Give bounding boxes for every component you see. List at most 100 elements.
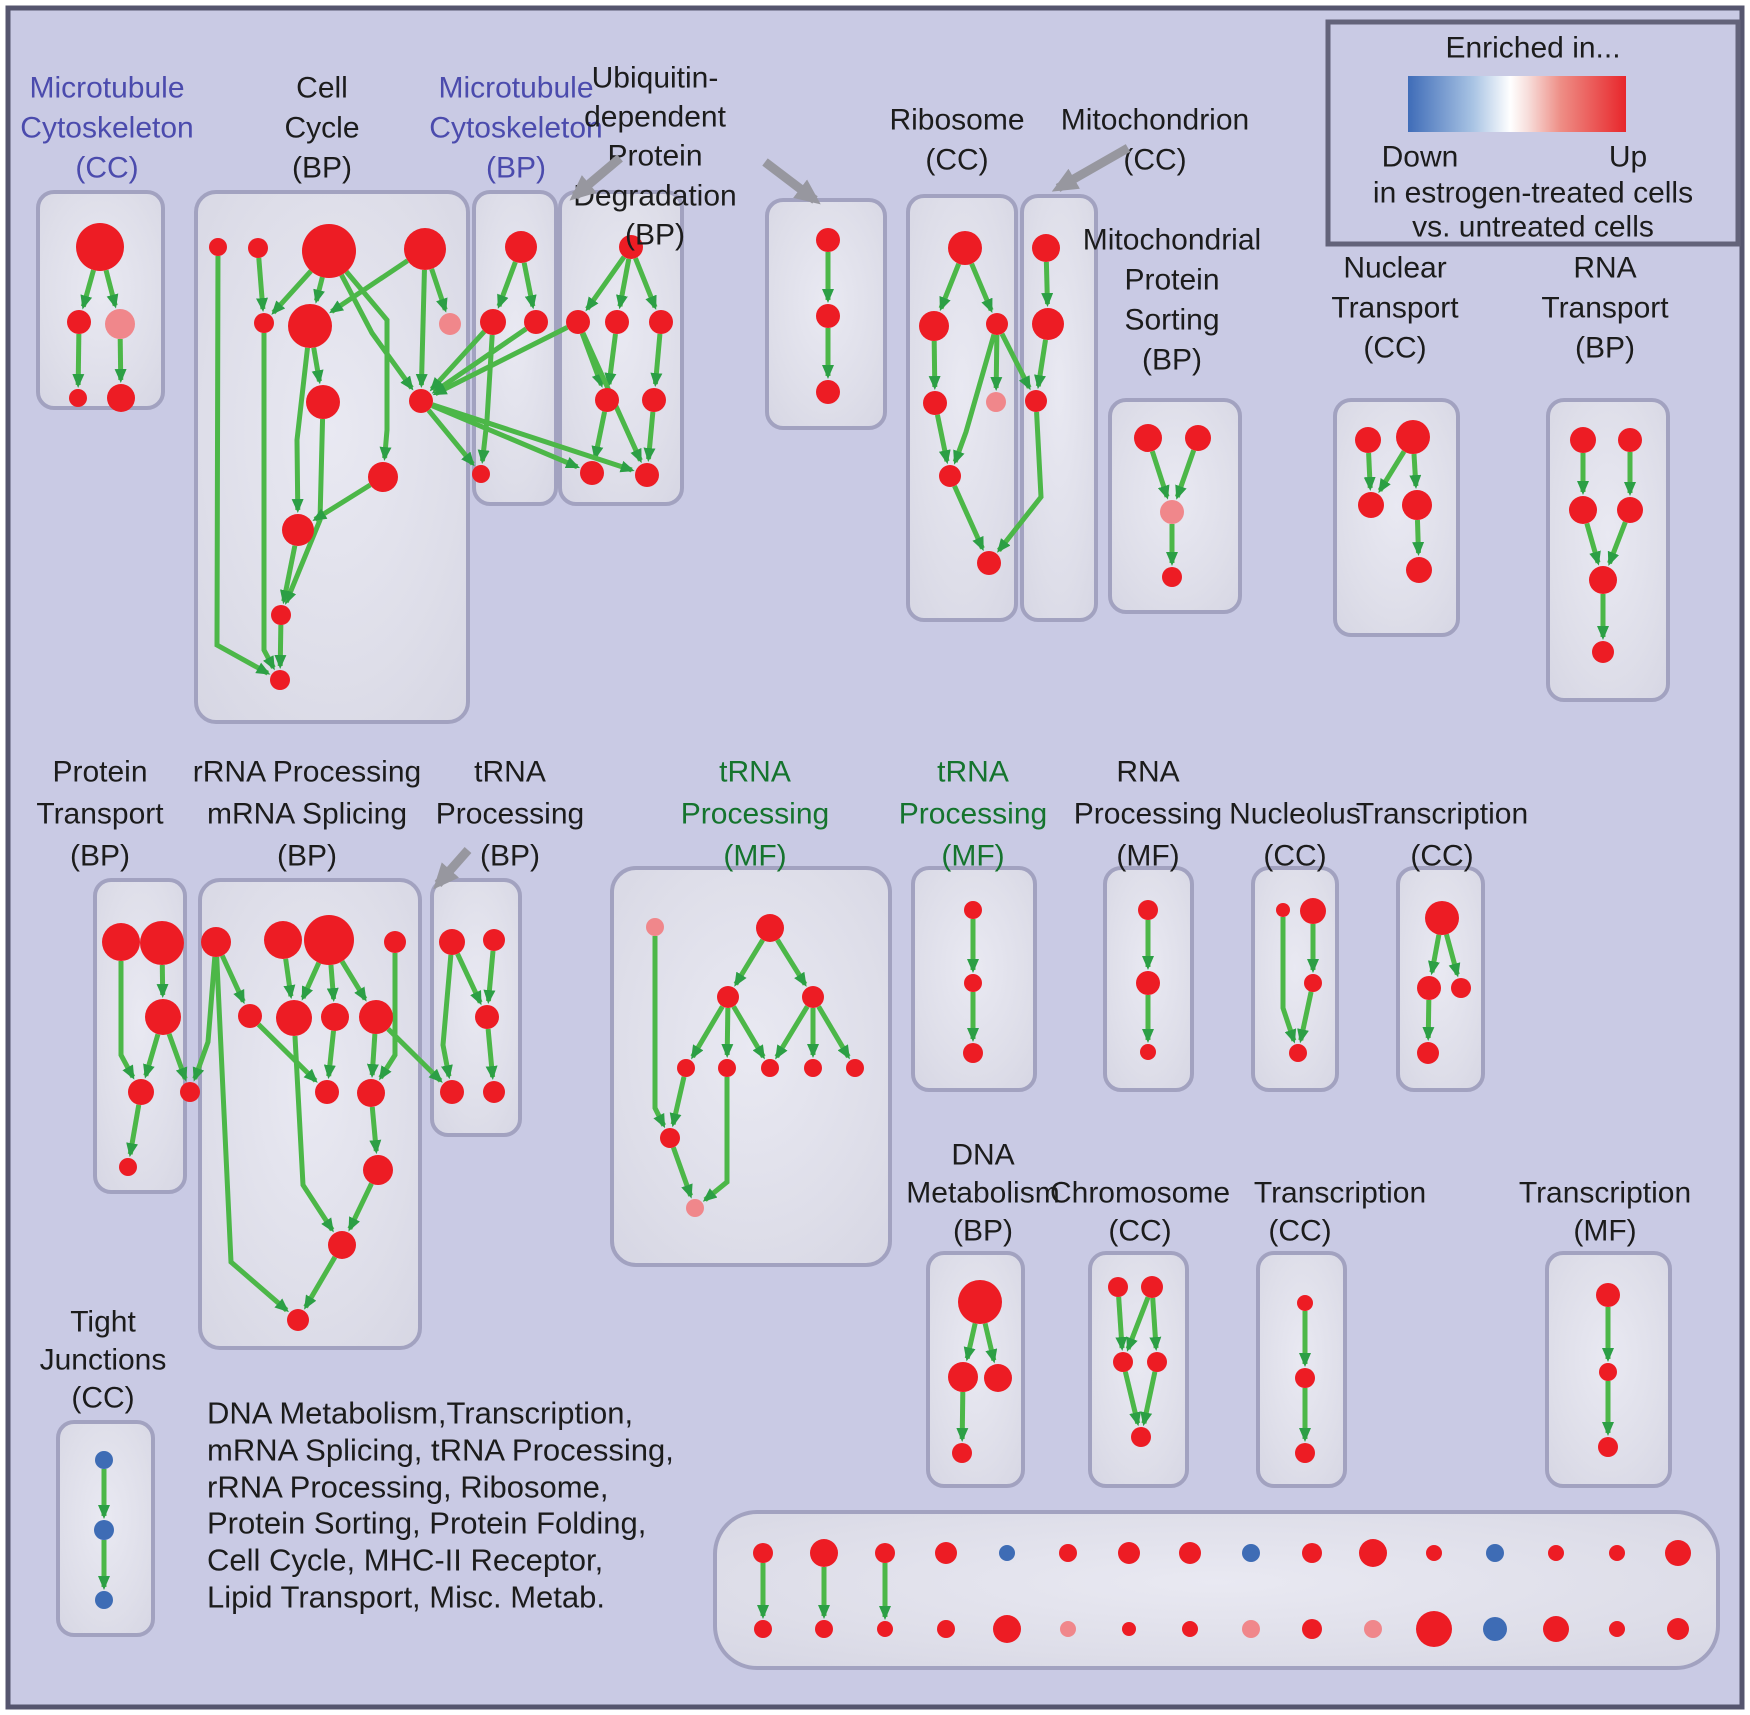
- node-mitochondrial-protein-sorting-bp-1: [1185, 425, 1211, 451]
- node-protein-transport-bp-0: [102, 923, 140, 961]
- group-label-mitochondrial-protein-sorting-bp: Protein: [1124, 264, 1219, 297]
- edge: [690, 1005, 725, 1060]
- group-label-dna-metabolism-bp: Metabolism: [906, 1177, 1059, 1210]
- node-mitochondrial-protein-sorting-bp-3: [1162, 567, 1182, 587]
- node-trna-processing-mf-small-2: [963, 1043, 983, 1063]
- node-misc-top-10: [1359, 1539, 1387, 1567]
- node-misc-bottom-2: [877, 1621, 893, 1637]
- node-chromosome-cc-0: [1108, 1277, 1128, 1297]
- edge: [80, 269, 96, 310]
- group-label-cell-cycle-bp: Cycle: [284, 112, 359, 145]
- group-box-misc-cluster: [713, 1510, 1720, 1670]
- node-misc-top-5: [1059, 1544, 1077, 1562]
- node-microtubule-cytoskeleton-cc-3: [69, 389, 87, 407]
- edge: [604, 333, 618, 388]
- node-trna-processing-mf-large-4: [677, 1059, 695, 1077]
- edge: [591, 411, 608, 461]
- label-pointer-arrow-0: [569, 154, 623, 201]
- node-misc-top-13: [1548, 1545, 1564, 1561]
- node-ubiquitin-degradation-bp-right-1: [816, 304, 840, 328]
- edge: [616, 258, 632, 310]
- node-trna-processing-bp-3: [440, 1080, 464, 1104]
- node-microtubule-cytoskeleton-cc-0: [76, 223, 124, 271]
- node-misc-bottom-9: [1302, 1619, 1322, 1639]
- node-tight-junctions-cc-0: [95, 1451, 113, 1469]
- node-misc-bottom-0: [754, 1620, 772, 1638]
- group-label-ubiquitin-degradation-bp-left: dependent: [584, 101, 726, 134]
- edge: [483, 950, 496, 1005]
- legend-title: Enriched in...: [1445, 32, 1620, 65]
- node-trna-processing-mf-small-0: [964, 901, 982, 919]
- node-cell-cycle-bp-0: [209, 238, 227, 256]
- edge: [1607, 521, 1628, 567]
- edge: [369, 1106, 382, 1155]
- node-transcription-mf-0: [1596, 1283, 1620, 1307]
- edge: [1280, 917, 1297, 1044]
- group-label-rrna-processing-mrna-splicing-bp: (BP): [277, 840, 337, 873]
- node-rrna-processing-mrna-splicing-bp-7: [359, 1000, 393, 1034]
- edge: [982, 1322, 998, 1364]
- summary-note-line: rRNA Processing, Ribosome,: [207, 1470, 608, 1505]
- node-misc-bottom-14: [1609, 1621, 1625, 1637]
- group-label-trna-processing-mf-large: tRNA: [719, 756, 791, 789]
- group-label-transcription-mf: Transcription: [1519, 1177, 1691, 1210]
- node-ubiquitin-degradation-bp-left-7: [635, 463, 659, 487]
- group-label-transcription-mf: (MF): [1573, 1215, 1636, 1248]
- edge: [731, 1005, 766, 1060]
- edge: [1422, 999, 1435, 1042]
- node-chromosome-cc-2: [1113, 1352, 1133, 1372]
- edge: [938, 262, 962, 312]
- group-label-rrna-processing-mrna-splicing-bp: rRNA Processing: [193, 756, 421, 789]
- node-misc-bottom-10: [1364, 1620, 1382, 1638]
- node-transcription-mf-2: [1598, 1437, 1618, 1457]
- group-box-microtubule-cytoskeleton-cc: [36, 190, 165, 410]
- node-ubiquitin-degradation-bp-right-0: [816, 228, 840, 252]
- node-nucleolus-cc-2: [1304, 974, 1322, 992]
- node-misc-top-14: [1609, 1545, 1625, 1561]
- node-misc-top-6: [1118, 1542, 1140, 1564]
- group-label-tight-junctions-cc: Tight: [70, 1306, 136, 1339]
- node-cell-cycle-bp-4: [254, 313, 274, 333]
- edge: [1149, 450, 1170, 500]
- cross-edge: [426, 408, 475, 467]
- edge: [934, 414, 951, 465]
- node-dna-metabolism-bp-0: [958, 1280, 1002, 1324]
- node-cell-cycle-bp-1: [248, 238, 268, 258]
- group-label-rna-processing-mf: RNA: [1116, 756, 1179, 789]
- cross-edge: [996, 411, 1044, 553]
- edge: [126, 1104, 142, 1158]
- edge: [326, 964, 339, 1003]
- edge: [118, 961, 136, 1080]
- edge: [1125, 1296, 1151, 1352]
- node-cell-cycle-bp-12: [270, 670, 290, 690]
- node-transcription-cc-bottom-2: [1295, 1443, 1315, 1463]
- node-ubiquitin-degradation-bp-right-2: [816, 380, 840, 404]
- node-rrna-processing-mrna-splicing-bp-11: [328, 1231, 356, 1259]
- node-protein-transport-bp-3: [128, 1079, 154, 1105]
- group-label-chromosome-cc: (CC): [1108, 1215, 1171, 1248]
- node-nuclear-transport-cc-0: [1355, 427, 1381, 453]
- node-rna-transport-bp-2: [1569, 496, 1597, 524]
- node-microtubule-cytoskeleton-cc-4: [107, 384, 135, 412]
- node-mitochondrion-cc-1: [1032, 308, 1064, 340]
- node-misc-bottom-6: [1122, 1622, 1136, 1636]
- group-box-chromosome-cc: [1088, 1251, 1189, 1488]
- node-chromosome-cc-1: [1141, 1276, 1163, 1298]
- node-transcription-cc-bottom-1: [1295, 1368, 1315, 1388]
- node-cell-cycle-bp-5: [288, 304, 332, 348]
- group-label-mitochondrion-cc: Mitochondrion: [1061, 104, 1249, 137]
- group-label-mitochondrial-protein-sorting-bp: (BP): [1142, 344, 1202, 377]
- group-label-dna-metabolism-bp: DNA: [951, 1139, 1014, 1172]
- group-label-protein-transport-bp: Transport: [36, 798, 164, 831]
- edge: [969, 262, 994, 313]
- edge: [291, 347, 310, 514]
- edge: [1140, 1371, 1158, 1427]
- node-rrna-processing-mrna-splicing-bp-2: [304, 915, 354, 965]
- node-misc-bottom-7: [1182, 1621, 1198, 1637]
- node-cell-cycle-bp-9: [368, 462, 398, 492]
- group-label-trna-processing-bp: (BP): [480, 840, 540, 873]
- node-nuclear-transport-cc-3: [1402, 490, 1432, 520]
- node-trna-processing-bp-4: [483, 1081, 505, 1103]
- group-label-nuclear-transport-cc: Transport: [1331, 292, 1459, 325]
- edge: [339, 273, 414, 391]
